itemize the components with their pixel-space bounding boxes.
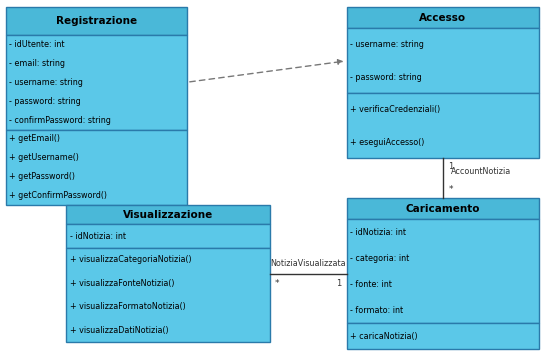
Text: - idNotizia: int: - idNotizia: int xyxy=(350,228,406,237)
Text: + visualizzaFormatoNotizia(): + visualizzaFormatoNotizia() xyxy=(70,302,185,311)
Text: 1: 1 xyxy=(448,162,454,171)
Text: NotiziaVisualizzata: NotiziaVisualizzata xyxy=(270,259,346,268)
Bar xyxy=(66,248,270,342)
Bar xyxy=(6,7,187,35)
Text: - categoria: int: - categoria: int xyxy=(350,254,410,263)
Text: + verificaCredenziali(): + verificaCredenziali() xyxy=(350,105,441,114)
Text: - idUtente: int: - idUtente: int xyxy=(9,40,65,49)
Bar xyxy=(346,93,539,158)
Text: - username: string: - username: string xyxy=(350,40,424,49)
Text: - confirmPassword: string: - confirmPassword: string xyxy=(9,116,111,125)
Text: 1: 1 xyxy=(336,279,341,288)
Bar xyxy=(6,35,187,130)
Bar xyxy=(346,28,539,93)
Text: - username: string: - username: string xyxy=(9,78,83,87)
Text: + caricaNotizia(): + caricaNotizia() xyxy=(350,332,418,341)
Text: Visualizzazione: Visualizzazione xyxy=(123,210,213,220)
Text: + visualizzaFonteNotizia(): + visualizzaFonteNotizia() xyxy=(70,279,174,288)
Text: - idNotizia: int: - idNotizia: int xyxy=(70,231,126,240)
Text: Accesso: Accesso xyxy=(419,13,466,23)
Text: + getEmail(): + getEmail() xyxy=(9,135,60,144)
Bar xyxy=(346,323,539,349)
Bar xyxy=(346,198,539,219)
Text: + visualizzaCategoriaNotizia(): + visualizzaCategoriaNotizia() xyxy=(70,255,191,264)
Bar xyxy=(66,205,270,224)
Text: Registrazione: Registrazione xyxy=(56,16,137,26)
Text: - password: string: - password: string xyxy=(9,96,81,105)
Bar xyxy=(66,224,270,248)
Text: *: * xyxy=(275,279,279,288)
Bar xyxy=(346,219,539,323)
Bar xyxy=(6,130,187,205)
Text: - email: string: - email: string xyxy=(9,59,65,68)
Text: - formato: int: - formato: int xyxy=(350,306,404,315)
Text: + visualizzaDatiNotizia(): + visualizzaDatiNotizia() xyxy=(70,326,168,335)
Text: *: * xyxy=(448,185,453,194)
Text: Caricamento: Caricamento xyxy=(405,204,480,213)
Text: + getPassword(): + getPassword() xyxy=(9,172,75,181)
Text: + eseguiAccesso(): + eseguiAccesso() xyxy=(350,138,425,147)
Text: - fonte: int: - fonte: int xyxy=(350,280,392,289)
Text: - password: string: - password: string xyxy=(350,73,422,82)
Text: + getConfirmPassword(): + getConfirmPassword() xyxy=(9,191,107,200)
Text: + getUsername(): + getUsername() xyxy=(9,153,79,162)
Bar xyxy=(346,7,539,28)
Text: AccountNotizia: AccountNotizia xyxy=(451,166,512,175)
